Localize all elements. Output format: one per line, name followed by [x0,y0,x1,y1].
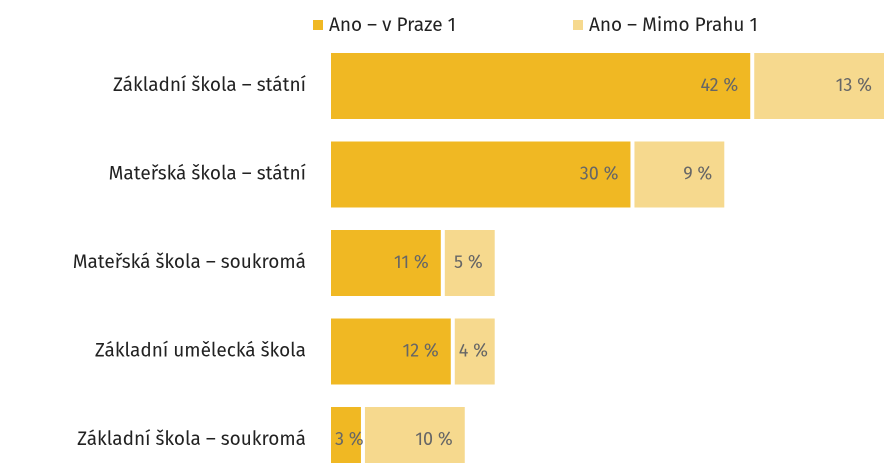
bar-segment [331,141,631,208]
value-label: 9 % [683,162,712,184]
category-label: Základní škola – státní [113,74,306,97]
category-label: Základní škola – soukromá [77,428,306,451]
bar-segment [454,318,495,385]
bar-segment [331,230,441,296]
value-label: 10 % [415,428,453,450]
value-label: 12 % [402,339,438,361]
value-label: 5 % [454,251,483,273]
bar-segment [331,53,751,119]
value-label: 42 % [700,74,738,96]
legend-swatch [573,20,583,30]
bar-segment [444,230,495,296]
value-label: 30 % [580,162,619,184]
value-label: 4 % [459,339,488,361]
value-label: 13 % [836,74,873,96]
category-label: Mateřská škola – státní [109,163,306,186]
bar-segment [754,53,884,119]
bar-segment [331,318,451,385]
bar-segment [364,407,465,463]
category-label: Základní umělecká škola [95,340,306,363]
legend-label: Ano – Mimo Prahu 1 [589,14,758,37]
value-label: 11 % [394,251,429,273]
category-label: Mateřská škola – soukromá [73,251,306,274]
bar-segment [331,407,361,463]
legend-swatch [313,20,323,30]
value-label: 3 % [335,428,364,450]
legend-label: Ano – v Praze 1 [329,14,456,37]
bar-segment [634,141,725,208]
